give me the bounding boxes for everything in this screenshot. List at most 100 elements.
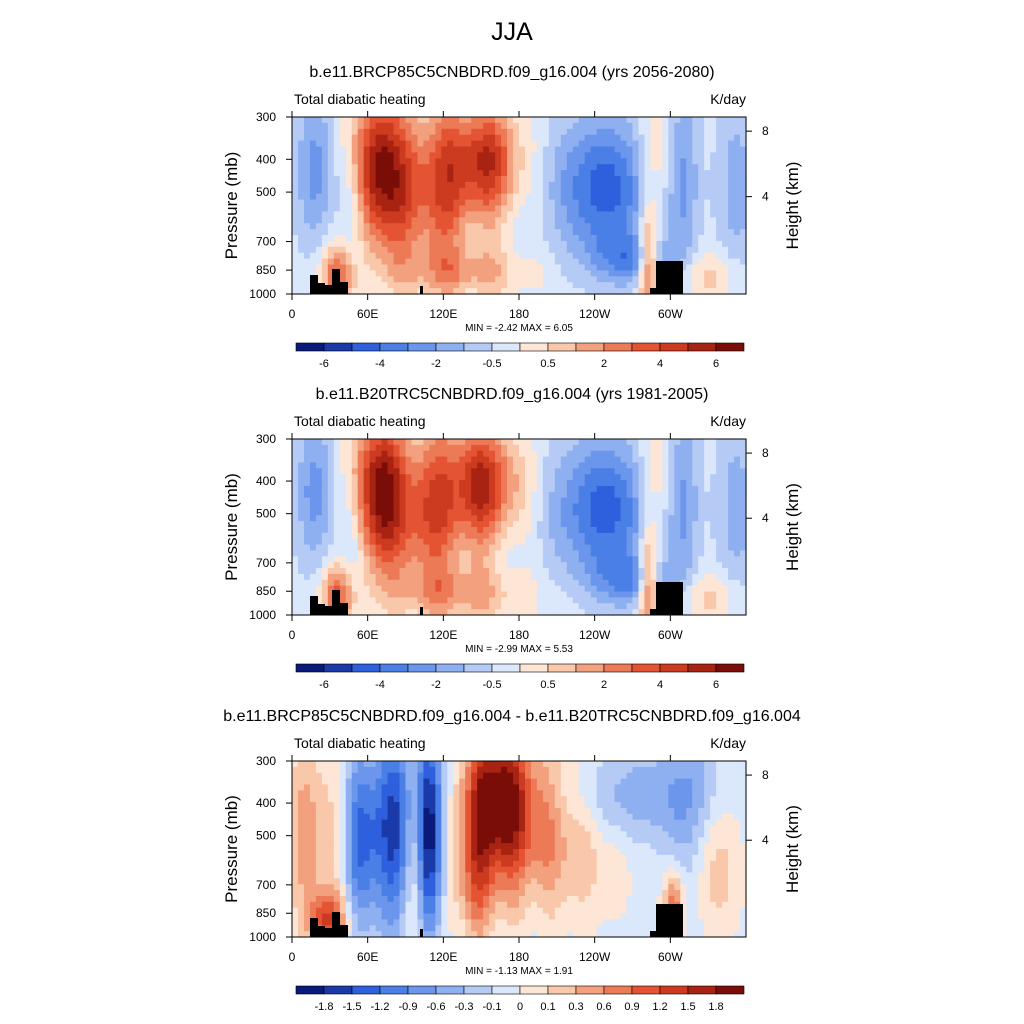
terrain-mask: [324, 606, 332, 615]
heatmap-cell: [542, 468, 550, 475]
heatmap-cell: [315, 480, 323, 487]
heatmap-cell: [680, 544, 687, 552]
heatmap-cell: [740, 152, 747, 159]
heatmap-cell: [483, 282, 490, 289]
heatmap-cell: [303, 866, 311, 874]
heatmap-cell: [483, 509, 490, 516]
heatmap-cell: [405, 527, 413, 534]
heatmap-cell: [524, 164, 532, 171]
heatmap-cell: [327, 450, 335, 458]
heatmap-cell: [459, 462, 466, 469]
heatmap-cell: [662, 128, 669, 136]
heatmap-cell: [339, 550, 347, 557]
heatmap-cell: [303, 854, 311, 862]
heatmap-cell: [375, 568, 383, 575]
heatmap-cell: [321, 503, 329, 510]
heatmap-cell: [423, 550, 430, 557]
heatmap-cell: [548, 134, 556, 142]
heatmap-cell: [519, 538, 526, 546]
heatmap-cell: [692, 235, 699, 242]
heatmap-cell: [471, 270, 478, 277]
heatmap-cell: [423, 497, 430, 505]
colorbar-swatch: [715, 663, 745, 673]
heatmap-cell: [351, 480, 359, 487]
heatmap-cell: [309, 825, 317, 832]
heatmap-cell: [363, 532, 371, 540]
heatmap-cell: [596, 270, 604, 277]
heatmap-cell: [542, 146, 550, 153]
heatmap-cell: [638, 246, 646, 254]
heatmap-cell: [728, 521, 735, 528]
heatmap-cell: [489, 117, 496, 124]
heatmap-cell: [578, 146, 586, 153]
heatmap-cell: [692, 128, 699, 136]
heatmap-cell: [327, 235, 335, 242]
heatmap-cell: [292, 258, 299, 266]
heatmap-cell: [309, 223, 317, 230]
heatmap-cell: [644, 282, 652, 289]
heatmap-cell: [530, 276, 538, 283]
heatmap-cell: [692, 264, 699, 271]
heatmap-cell: [375, 515, 383, 522]
heatmap-cell: [584, 170, 592, 177]
heatmap-cell: [333, 878, 341, 885]
heatmap-cell: [357, 223, 365, 230]
heatmap-cell: [554, 252, 562, 260]
heatmap-cell: [495, 217, 502, 224]
heatmap-cell: [345, 532, 353, 540]
heatmap-cell: [596, 122, 604, 130]
heatmap-cell: [530, 491, 538, 499]
heatmap-cell: [608, 450, 616, 458]
heatmap-cell: [292, 128, 299, 136]
heatmap-cell: [363, 556, 371, 563]
heatmap-cell: [501, 229, 508, 236]
heatmap-cell: [441, 217, 448, 224]
heatmap-cell: [632, 282, 640, 289]
heatmap-cell: [728, 211, 735, 218]
heatmap-cell: [572, 164, 580, 171]
heatmap-cell: [584, 609, 592, 616]
heatmap-cell: [309, 802, 317, 809]
heatmap-cell: [710, 122, 717, 130]
heatmap-cell: [608, 252, 616, 260]
heatmap-cell: [638, 497, 646, 505]
heatmap-cell: [716, 122, 723, 130]
heatmap-cell: [297, 609, 305, 616]
heatmap-cell: [584, 603, 592, 610]
heatmap-cell: [572, 152, 580, 159]
heatmap-cell: [632, 246, 640, 254]
heatmap-cell: [542, 246, 550, 254]
heatmap-cell: [704, 117, 711, 124]
heatmap-cell: [722, 140, 729, 148]
heatmap-cell: [524, 240, 532, 248]
heatmap-cell: [303, 235, 311, 242]
heatmap-cell: [734, 521, 741, 528]
heatmap-cell: [626, 491, 634, 499]
heatmap-cell: [578, 176, 586, 183]
heatmap-cell: [381, 246, 389, 254]
heatmap-cell: [626, 223, 634, 230]
heatmap-cell: [680, 282, 687, 289]
heatmap-cell: [489, 544, 496, 552]
heatmap-cell: [375, 240, 383, 248]
heatmap-cell: [453, 544, 460, 552]
heatmap-cell: [626, 591, 634, 598]
heatmap-cell: [566, 503, 574, 510]
heatmap-cell: [674, 527, 681, 534]
heatmap-cell: [596, 170, 604, 177]
heatmap-cell: [602, 603, 610, 610]
heatmap-cell: [333, 854, 341, 862]
heatmap-cell: [501, 117, 508, 124]
heatmap-cell: [740, 122, 747, 130]
heatmap-cell: [435, 217, 442, 224]
heatmap-cell: [614, 235, 622, 242]
heatmap-cell: [465, 211, 472, 218]
heatmap-cell: [513, 117, 520, 124]
heatmap-cell: [638, 550, 646, 557]
heatmap-cell: [716, 550, 723, 557]
heatmap-cell: [429, 527, 436, 534]
heatmap-cell: [584, 568, 592, 575]
heatmap-cell: [315, 872, 323, 879]
heatmap-cell: [369, 146, 377, 153]
heatmap-cell: [704, 579, 711, 587]
